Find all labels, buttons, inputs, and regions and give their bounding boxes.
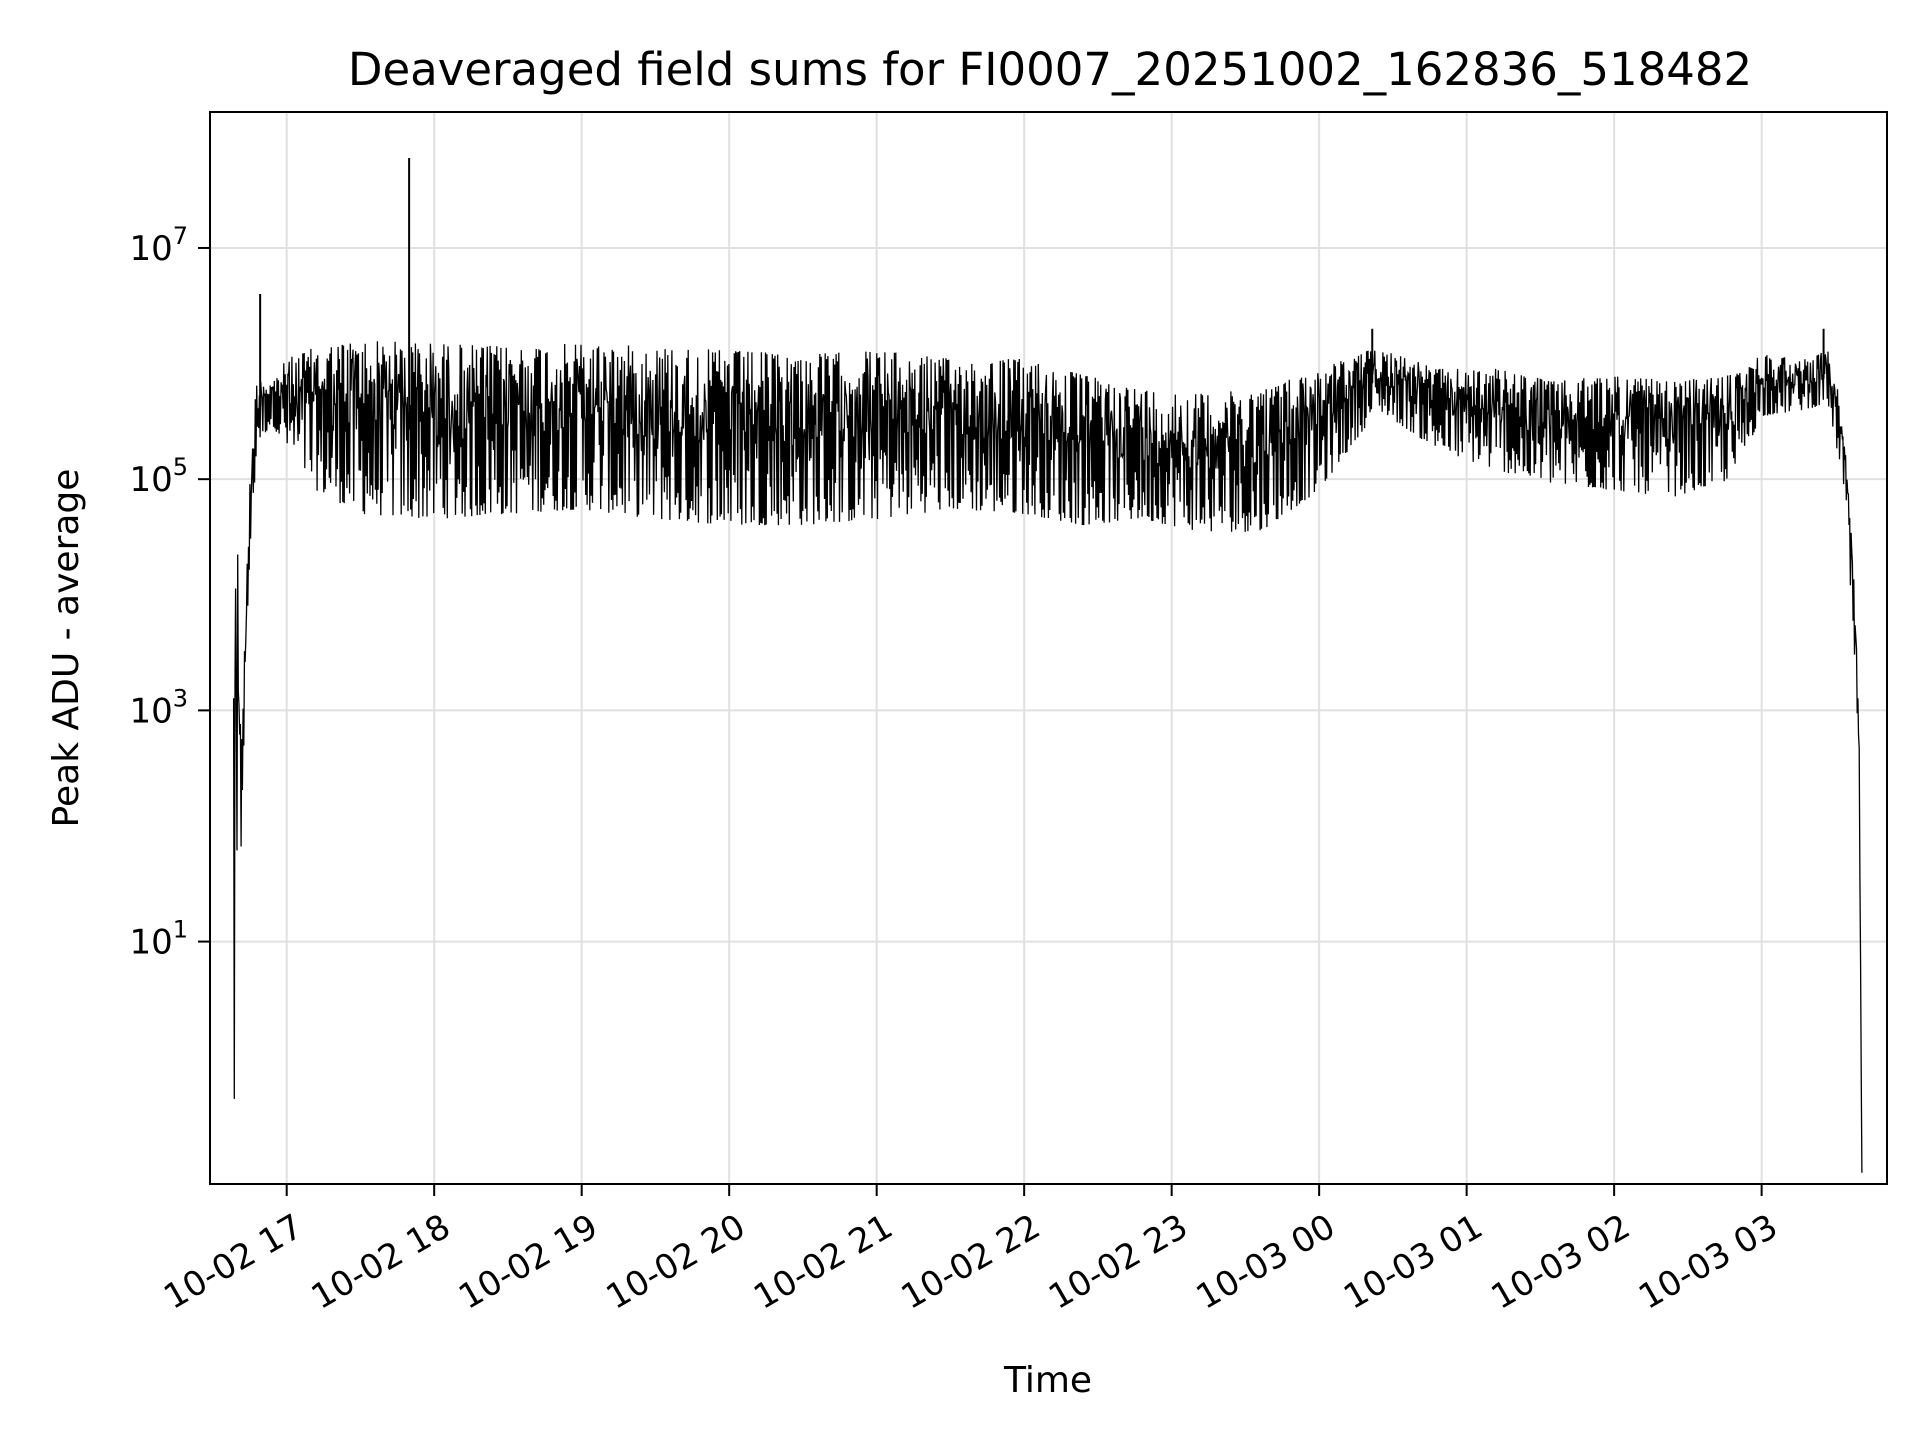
plot-frame bbox=[209, 111, 1888, 1185]
y-tick-label: 103 bbox=[129, 684, 188, 731]
y-axis: 101 103 105 107 bbox=[129, 222, 210, 963]
y-axis-label: Peak ADU - average bbox=[46, 469, 87, 828]
y-tick-label: 107 bbox=[129, 222, 188, 269]
chart-title: Deaveraged field sums for FI0007_2025100… bbox=[348, 43, 1752, 96]
y-tick-label: 105 bbox=[129, 453, 188, 500]
data-series bbox=[232, 158, 1863, 1173]
x-axis-label: Time bbox=[1003, 1360, 1092, 1401]
series-line bbox=[232, 341, 1863, 1173]
y-tick-label: 101 bbox=[129, 916, 188, 963]
